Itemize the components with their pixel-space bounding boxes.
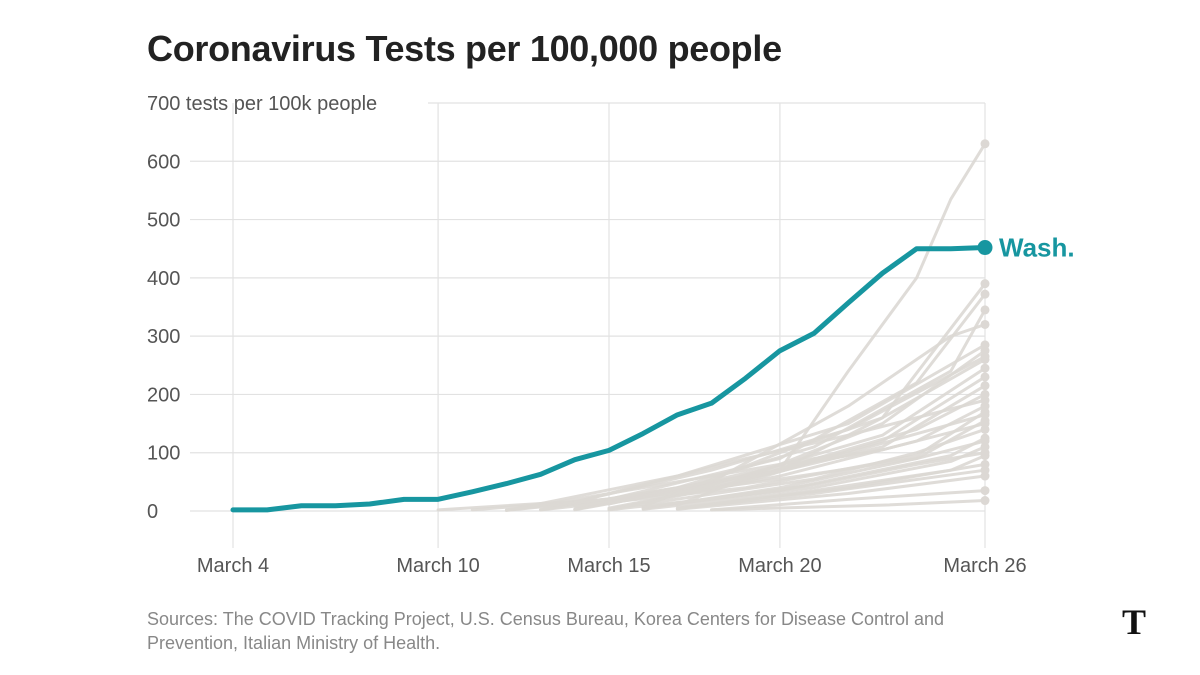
- grid-layer: [190, 102, 986, 548]
- background-series-endpoint: [980, 354, 990, 364]
- background-series-endpoint: [980, 496, 990, 506]
- background-series-endpoint: [980, 363, 990, 373]
- sources-note: Sources: The COVID Tracking Project, U.S…: [147, 609, 945, 653]
- x-tick-label: March 4: [197, 555, 269, 577]
- y-tick-label: 0: [147, 501, 158, 523]
- y-axis-top-label: 700 tests per 100k people: [147, 93, 377, 115]
- background-series-endpoint: [980, 419, 990, 429]
- background-series-line: [710, 489, 987, 512]
- x-tick-label: March 26: [943, 555, 1026, 577]
- background-series-endpoint: [980, 436, 990, 446]
- axis-labels-layer: 700 tests per 100k people 600 500 400 300 200…: [147, 93, 1027, 577]
- x-tick-label: March 15: [567, 555, 650, 577]
- y-tick-label: 500: [147, 210, 180, 232]
- background-series-line: [504, 384, 987, 512]
- background-series-line: [675, 474, 987, 511]
- background-series-endpoint: [980, 486, 990, 496]
- nyt-logo-icon: T: [1114, 602, 1154, 642]
- chart-title: Coronavirus Tests per 100,000 people: [147, 28, 782, 69]
- background-series-endpoint: [980, 305, 990, 315]
- background-series-line: [641, 451, 987, 510]
- background-series-line: [710, 499, 987, 512]
- background-series-endpoint: [980, 279, 990, 289]
- background-series-layer: [436, 139, 990, 512]
- x-tick-label: March 20: [738, 555, 821, 577]
- y-tick-label: 100: [147, 443, 180, 465]
- y-tick-label: 600: [147, 151, 180, 173]
- background-series-endpoint: [980, 289, 990, 299]
- background-series-endpoint: [980, 448, 990, 458]
- background-series-line: [675, 468, 987, 511]
- background-series-endpoint: [980, 465, 990, 475]
- background-series-line: [539, 413, 987, 507]
- highlight-series-layer: Wash.: [230, 233, 1075, 513]
- background-series-line: [573, 398, 987, 504]
- y-tick-label: 200: [147, 384, 180, 406]
- svg-text:T: T: [1122, 602, 1146, 642]
- chart-canvas: Wash. 700 tests per 100k people 600 500 400…: [147, 93, 1075, 577]
- highlight-series-endpoint: [977, 240, 993, 256]
- x-tick-label: March 10: [396, 555, 479, 577]
- background-series-endpoint: [980, 346, 990, 356]
- background-series-endpoint: [980, 410, 990, 420]
- y-tick-label: 300: [147, 326, 180, 348]
- y-tick-label: 400: [147, 268, 180, 290]
- background-series-endpoint: [980, 319, 990, 329]
- background-series-line: [607, 422, 987, 506]
- highlight-series-label: Wash.: [999, 233, 1075, 263]
- background-series-endpoint: [980, 139, 990, 149]
- background-series-endpoint: [980, 395, 990, 405]
- background-series-line: [573, 439, 987, 508]
- background-series-line: [504, 343, 987, 512]
- background-series-endpoint: [980, 372, 990, 382]
- highlight-series-line: [230, 245, 988, 513]
- background-series-endpoint: [980, 381, 990, 391]
